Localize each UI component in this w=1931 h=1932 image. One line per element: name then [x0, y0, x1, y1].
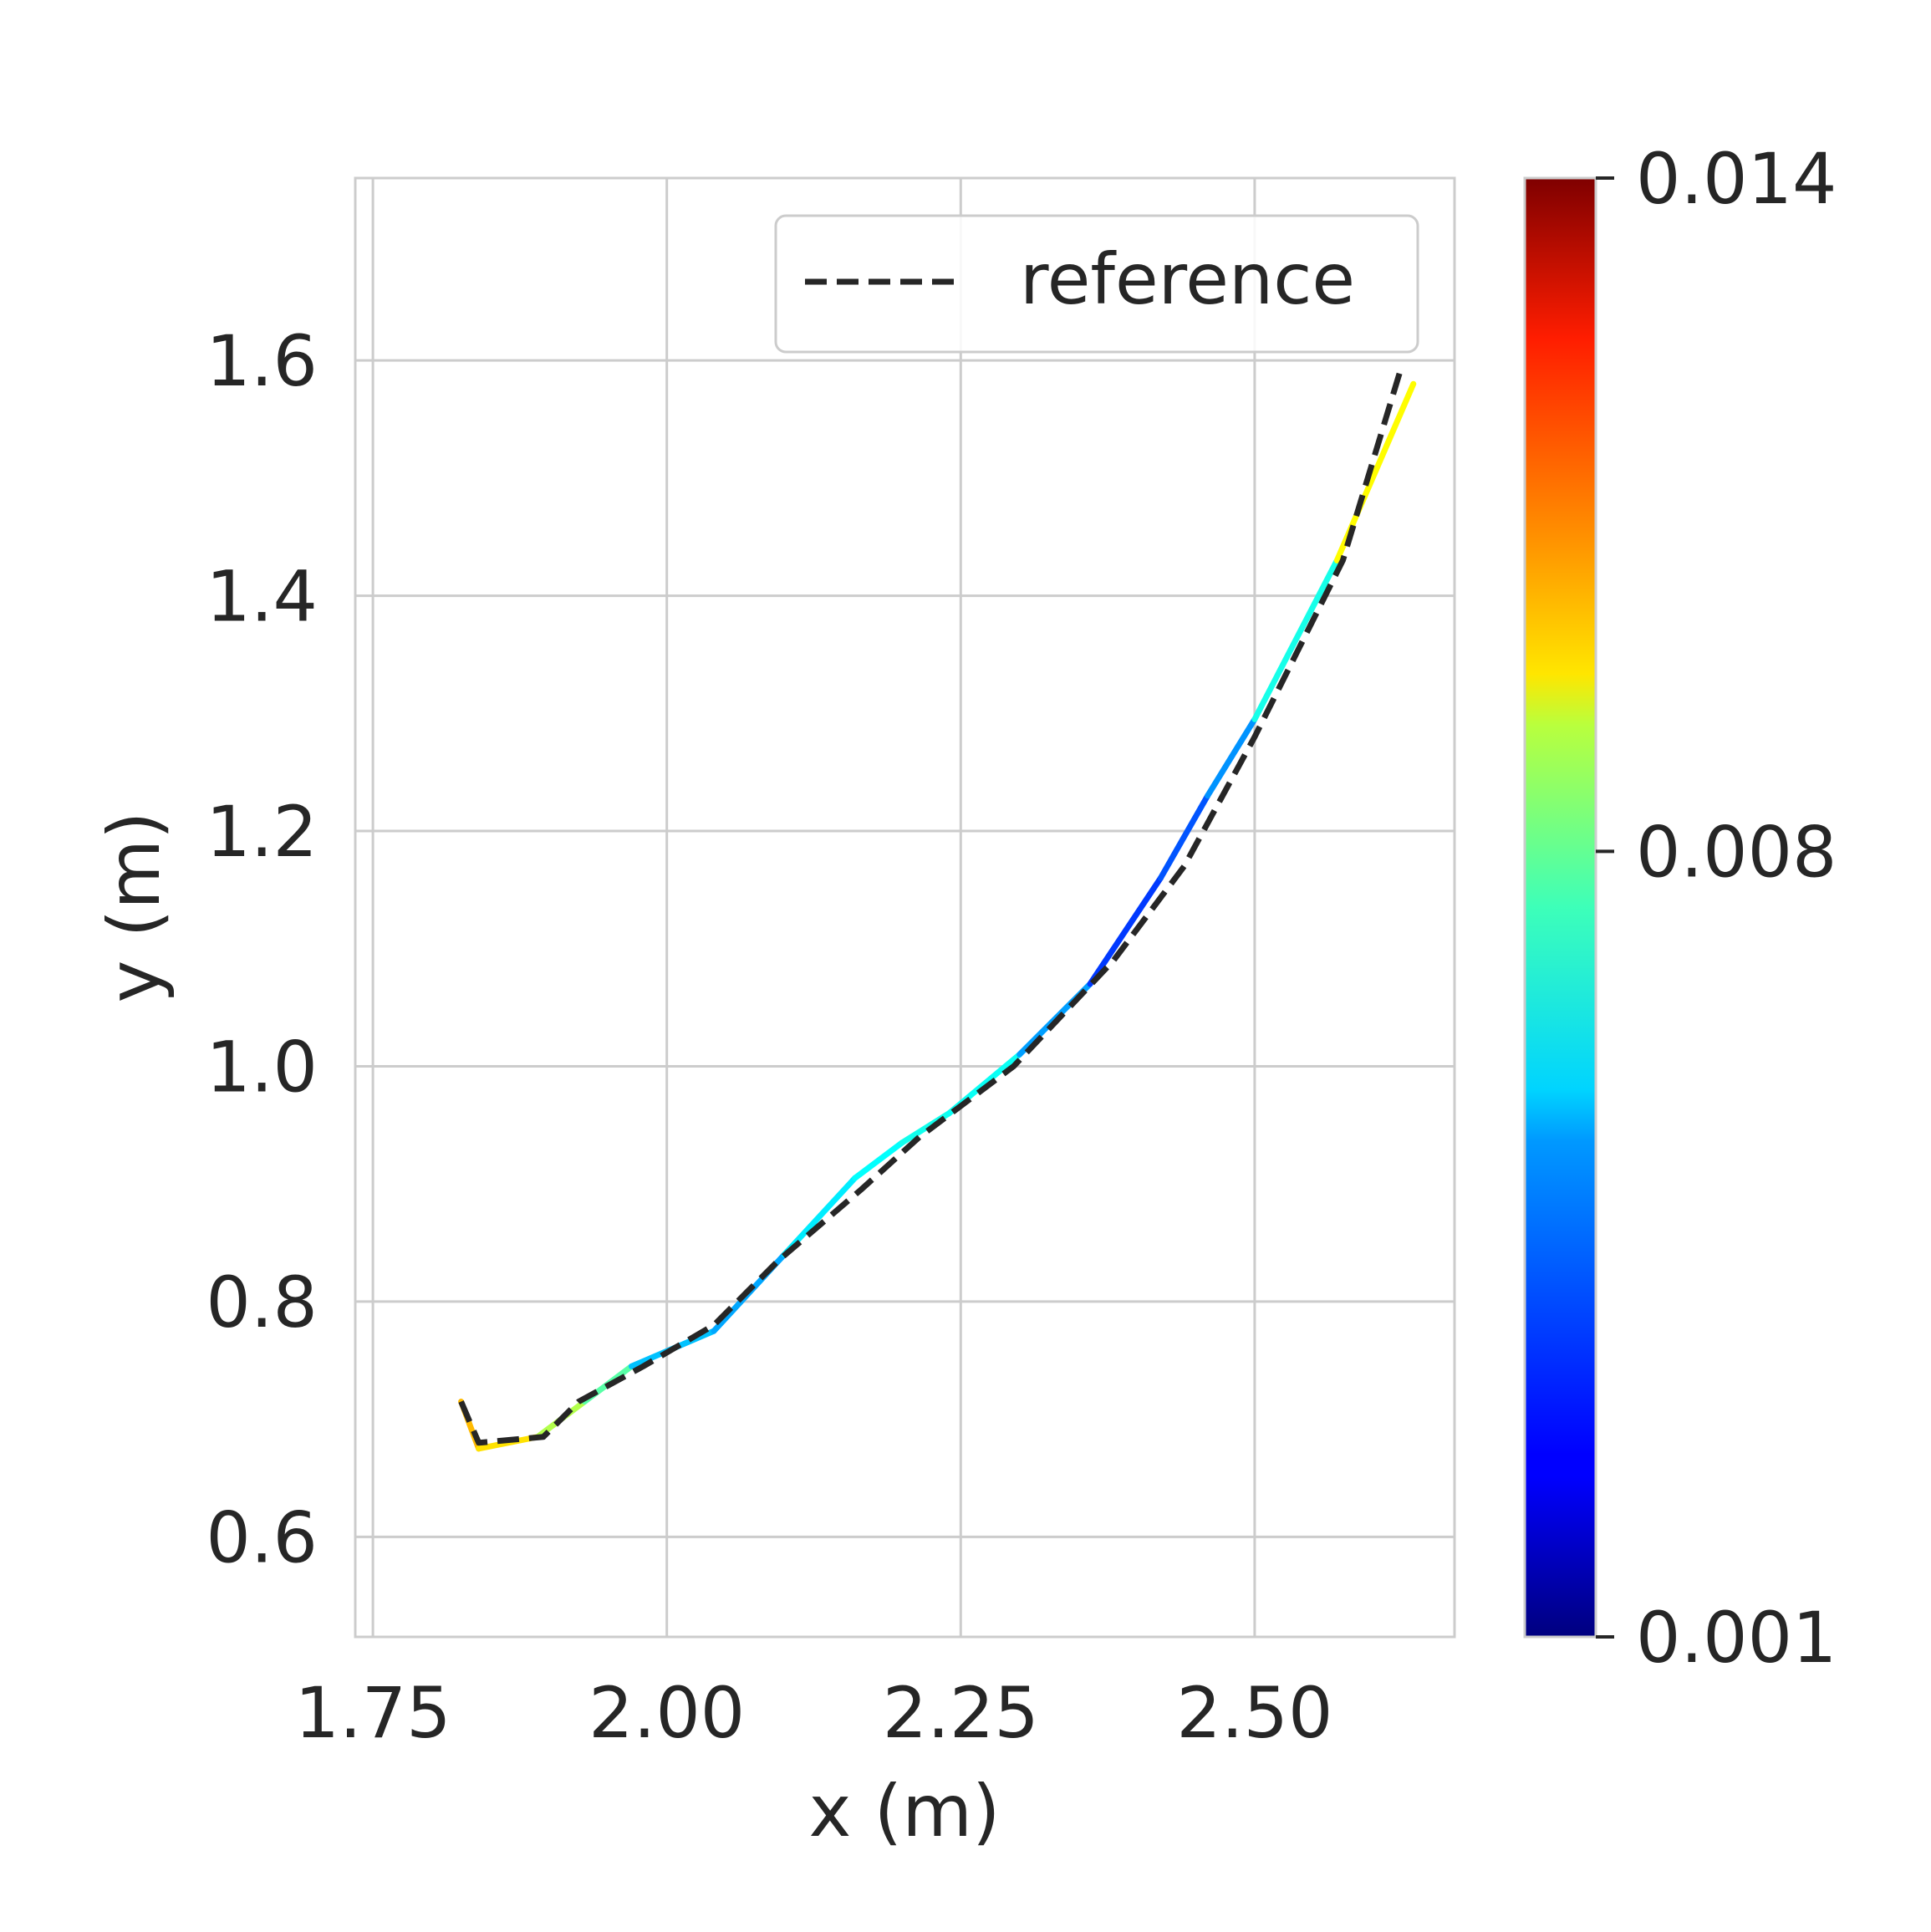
x-tick-label: 2.00 [588, 1672, 745, 1754]
y-tick-label: 1.2 [206, 791, 318, 873]
y-tick-label: 0.8 [206, 1262, 318, 1343]
legend-box [774, 214, 1419, 354]
legend-label-reference: reference [1020, 238, 1355, 320]
trajectory-segment [852, 1139, 905, 1181]
x-axis-title: x (m) [808, 1770, 1000, 1853]
trajectory-segment [1157, 793, 1211, 881]
y-tick-label: 0.6 [206, 1496, 318, 1578]
y-axis-title: y (m) [93, 811, 176, 1002]
plot-area [354, 176, 1456, 1639]
trajectory-segment [1087, 874, 1164, 987]
tick-labels: 1.75 2.00 2.25 2.50 0.6 0.8 1.0 1.2 1.4 1.6 [206, 320, 1332, 1754]
colorbar-tick-label: 0.008 [1636, 811, 1837, 893]
colorbar: 0.001 0.008 0.014 [1523, 138, 1837, 1679]
colorbar-ticks: 0.001 0.008 0.014 [1596, 138, 1837, 1679]
y-tick-label: 1.0 [206, 1026, 318, 1108]
x-tick-label: 1.75 [295, 1672, 451, 1754]
y-tick-label: 1.4 [206, 556, 318, 638]
colorbar-tick-label: 0.014 [1636, 138, 1837, 220]
reference-line [458, 365, 1405, 1446]
trajectory-segment [1205, 716, 1258, 799]
legend: reference [774, 214, 1419, 354]
x-tick-label: 2.25 [883, 1672, 1039, 1754]
grid-lines [355, 178, 1455, 1637]
y-tick-label: 1.6 [206, 320, 318, 402]
trajectory-segment [1251, 557, 1340, 722]
colorbar-tick-label: 0.001 [1636, 1597, 1837, 1679]
colorbar-gradient [1523, 176, 1597, 1639]
plot-lines [458, 365, 1417, 1452]
x-tick-label: 2.50 [1176, 1672, 1332, 1754]
